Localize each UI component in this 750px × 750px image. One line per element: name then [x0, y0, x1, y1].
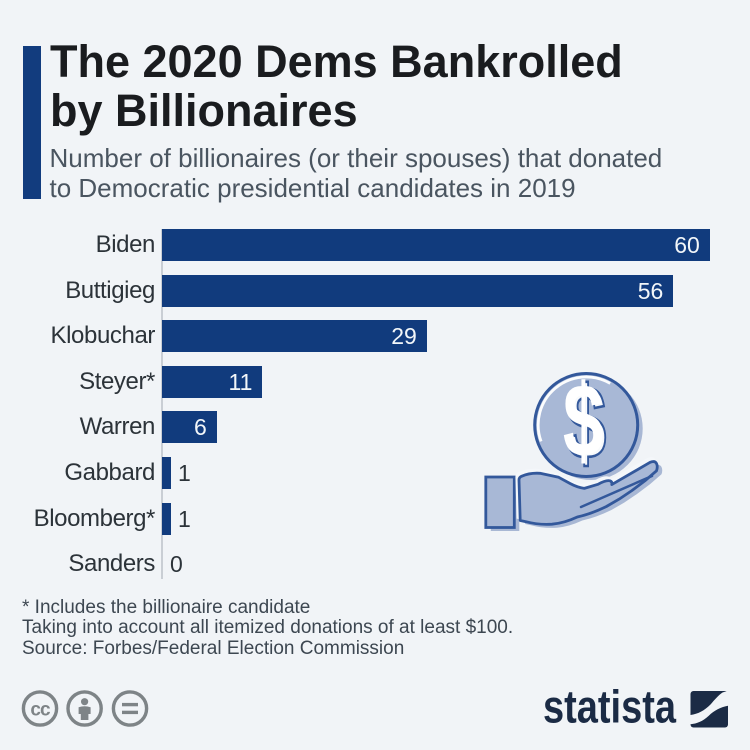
svg-text:$: $ [563, 362, 604, 477]
svg-text:statista: statista [543, 681, 676, 733]
svg-text:$: $ [566, 365, 607, 480]
svg-text:cc: cc [30, 700, 51, 721]
